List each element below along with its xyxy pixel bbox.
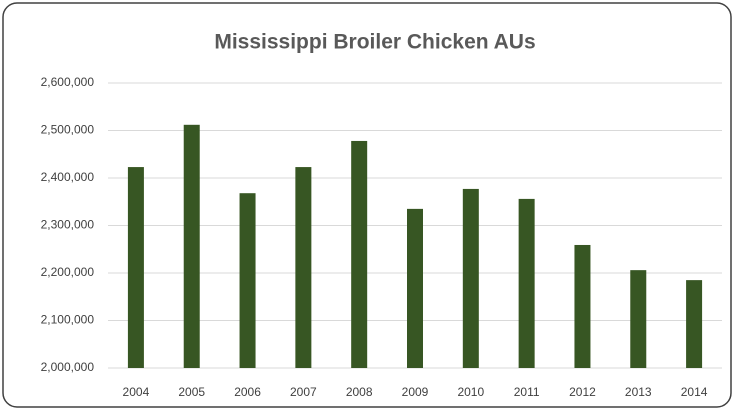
y-tick-label: 2,100,000 [41,313,95,327]
y-tick-label: 2,300,000 [41,218,95,232]
x-tick-label: 2007 [290,385,317,399]
x-tick-label: 2006 [234,385,261,399]
x-tick-label: 2008 [346,385,373,399]
bar [183,124,200,368]
bar [295,167,312,368]
bar [518,198,535,368]
x-tick-label: 2005 [178,385,205,399]
y-tick-label: 2,000,000 [41,360,95,374]
bar [574,244,591,368]
x-tick-label: 2010 [457,385,484,399]
chart-title: Mississippi Broiler Chicken AUs [214,31,535,54]
bar [127,167,144,368]
bar [686,280,703,368]
x-tick-label: 2011 [514,385,540,399]
bar [239,193,256,368]
bar [462,188,479,368]
x-tick-label: 2014 [681,385,708,399]
x-tick-label: 2009 [402,385,429,399]
y-tick-label: 2,200,000 [41,265,95,279]
x-tick-label: 2012 [569,385,596,399]
y-tick-label: 2,500,000 [41,123,95,137]
bar [630,270,647,368]
bar [351,140,368,368]
bar [407,208,423,368]
x-tick-label: 2004 [123,385,150,399]
x-tick-label: 2013 [625,385,652,399]
y-tick-label: 2,400,000 [41,170,95,184]
y-tick-label: 2,600,000 [41,75,95,89]
